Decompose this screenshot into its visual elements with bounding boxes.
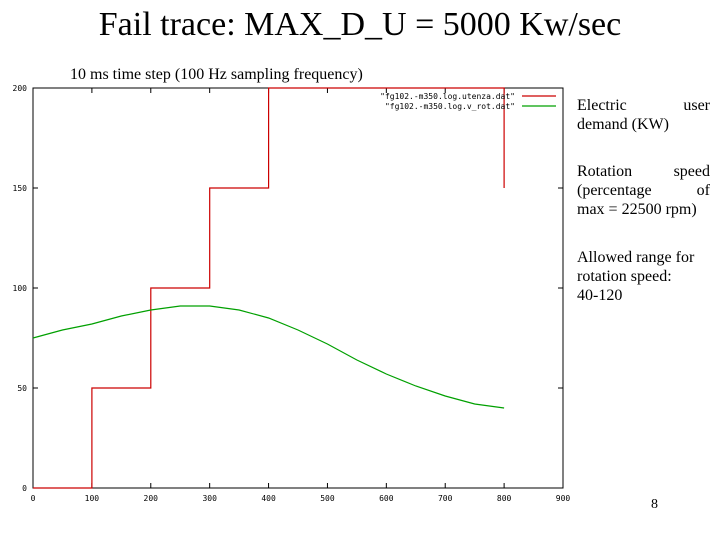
- note-line: Allowed range for: [577, 249, 695, 266]
- x-tick-label: 800: [497, 494, 512, 503]
- legend: "fg102.-m350.log.utenza.dat""fg102.-m350…: [380, 92, 556, 111]
- y-tick-label: 50: [17, 384, 27, 393]
- series-line-0: [33, 87, 505, 489]
- x-tick-label: 600: [379, 494, 394, 503]
- note-electric-demand: Electric user demand (KW): [577, 96, 710, 134]
- x-tick-label: 500: [320, 494, 335, 503]
- x-tick-label: 700: [438, 494, 453, 503]
- note-line: 40-120: [577, 287, 623, 304]
- chart-subtitle: 10 ms time step (100 Hz sampling frequen…: [70, 66, 363, 83]
- x-tick-label: 100: [85, 494, 100, 503]
- y-tick-label: 0: [22, 484, 27, 493]
- page-number: 8: [651, 497, 658, 512]
- axis-ticks: 0 100 200 300 400 500 600 700 800 900 0 50 100 150 200: [13, 84, 571, 503]
- plot-frame: [32, 87, 564, 489]
- x-tick-label: 400: [261, 494, 276, 503]
- note-line: demand (KW): [577, 116, 669, 133]
- note-line: Rotation speed: [577, 163, 710, 180]
- note-rotation-speed: Rotation speed (percentage of max = 2250…: [577, 162, 710, 219]
- series-line-1: [32, 305, 505, 409]
- y-tick-label: 150: [13, 184, 28, 193]
- x-tick-label: 0: [31, 494, 36, 503]
- note-line: max = 22500 rpm): [577, 201, 697, 218]
- slide-title: Fail trace: MAX_D_U = 5000 Kw/sec: [98, 6, 622, 43]
- note-line: rotation speed:: [577, 268, 672, 285]
- x-tick-label: 300: [202, 494, 217, 503]
- x-tick-label: 900: [556, 494, 571, 503]
- note-allowed-range: Allowed range for rotation speed: 40-120: [577, 248, 710, 305]
- note-line: (percentage of: [577, 182, 710, 199]
- y-tick-label: 100: [13, 284, 28, 293]
- series-group: [32, 87, 505, 489]
- x-tick-label: 200: [144, 494, 159, 503]
- y-tick-label: 200: [13, 84, 28, 93]
- note-line: Electric user: [577, 97, 710, 114]
- legend-label: "fg102.-m350.log.utenza.dat": [380, 92, 515, 101]
- legend-label: "fg102.-m350.log.v_rot.dat": [385, 102, 515, 111]
